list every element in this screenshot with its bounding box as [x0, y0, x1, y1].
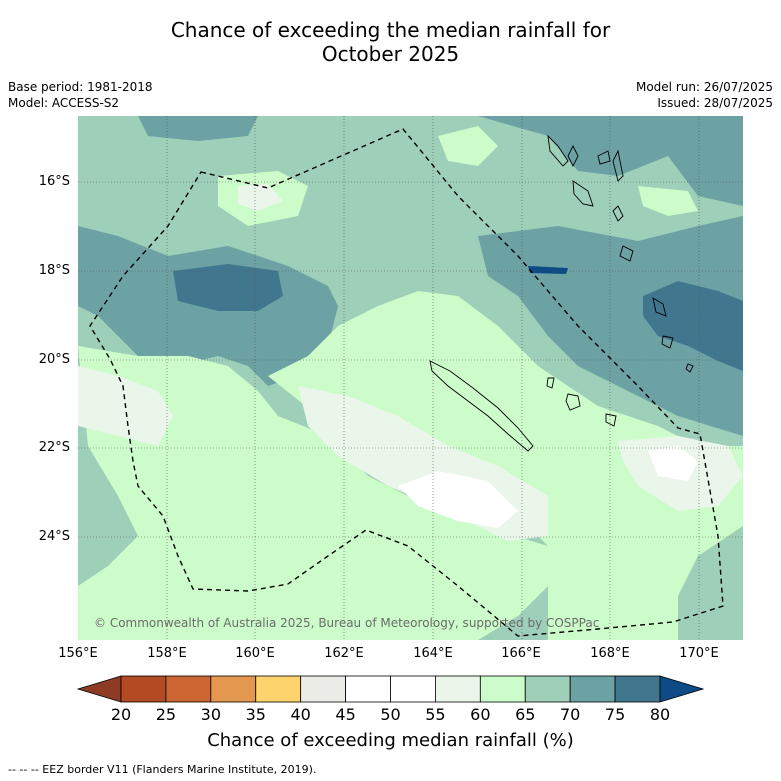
contour-60-65-north	[438, 126, 498, 166]
title-line-1: Chance of exceeding the median rainfall …	[170, 18, 611, 42]
colorbar-cell	[300, 675, 346, 703]
colorbar-tick-label: 50	[380, 705, 401, 724]
colorbar-cell	[569, 675, 616, 703]
lon-label-168e: 168°E	[590, 646, 630, 661]
colorbar-cell	[210, 675, 257, 703]
contour-60-65-northeast	[638, 186, 698, 216]
colorbar-cells	[120, 675, 661, 703]
colorbar-cell	[120, 675, 167, 703]
lon-label-160e: 160°E	[235, 646, 275, 661]
colorbar-tick-label: 25	[155, 705, 177, 724]
contour-70-75-northeast	[478, 116, 743, 206]
base-period: Base period: 1981-2018	[8, 80, 153, 94]
lat-label-16s: 16°S	[38, 174, 70, 189]
colorbar-cell	[255, 675, 302, 703]
title-line-2: October 2025	[321, 42, 460, 66]
graticule	[78, 116, 743, 640]
colorbar-tick-label: 80	[649, 705, 671, 724]
lat-label-18s: 18°S	[38, 263, 70, 278]
model-run: Model run: 26/07/2025	[635, 80, 773, 94]
contour-45-55-east	[648, 446, 698, 481]
colorbar-cell	[479, 675, 526, 703]
colorbar-label: Chance of exceeding median rainfall (%)	[207, 730, 574, 751]
colorbar	[76, 675, 705, 703]
colorbar-tick-label: 30	[200, 705, 221, 724]
colorbar-tick-label: 55	[425, 705, 446, 724]
new-caledonia-coast	[429, 360, 534, 452]
colorbar-under-arrow	[76, 675, 122, 703]
contour-45-55-centre	[398, 471, 518, 528]
lon-label-166e: 166°E	[501, 646, 541, 661]
colorbar-cell	[345, 675, 391, 703]
colorbar-cell	[524, 675, 571, 703]
copyright-notice: © Commonwealth of Australia 2025, Bureau…	[94, 616, 600, 630]
vanuatu-islands	[547, 134, 694, 373]
map-title: Chance of exceeding the median rainfall …	[0, 18, 781, 66]
map-svg	[78, 116, 743, 640]
lat-label-20s: 20°S	[38, 352, 70, 367]
colorbar-cell	[435, 675, 481, 703]
lon-label-164e: 164°E	[413, 646, 453, 661]
rainfall-map: © Commonwealth of Australia 2025, Bureau…	[78, 116, 743, 640]
lon-label-170e: 170°E	[679, 646, 719, 661]
lat-label-22s: 22°S	[38, 440, 70, 455]
colorbar-tick-label: 20	[110, 705, 132, 724]
contour-55-60-north	[238, 184, 283, 211]
colorbar-tick-label: 65	[515, 705, 536, 724]
colorbar-tick-label: 45	[335, 705, 356, 724]
contour-75-80-east	[643, 281, 743, 371]
contour-60-65-central	[78, 346, 548, 640]
eez-border	[89, 128, 724, 637]
loyalty-islands	[546, 377, 617, 427]
meta-left: Base period: 1981-2018 Model: ACCESS-S2	[8, 79, 153, 111]
colorbar-cell	[165, 675, 212, 703]
colorbar-tick-label: 70	[559, 705, 581, 724]
model-name: Model: ACCESS-S2	[8, 96, 120, 110]
colorbar-tick-label: 40	[290, 705, 311, 724]
colorbar-cell	[390, 675, 436, 703]
colorbar-over-arrow	[659, 675, 705, 703]
contour-70-75-north	[138, 116, 258, 141]
lon-label-162e: 162°E	[324, 646, 364, 661]
colorbar-tick-label: 35	[245, 705, 266, 724]
lon-label-156e: 156°E	[58, 646, 98, 661]
contour-60-65-band	[268, 291, 743, 640]
lon-label-158e: 158°E	[147, 646, 187, 661]
eez-footnote: -- -- -- EEZ border V11 (Flanders Marine…	[8, 763, 317, 776]
colorbar-tick-label: 75	[604, 705, 626, 724]
colorbar-tick-label: 60	[470, 705, 491, 724]
colorbar-cell	[614, 675, 661, 703]
meta-right: Model run: 26/07/2025 Issued: 28/07/2025	[636, 79, 773, 111]
contour-over-80-east	[528, 266, 568, 274]
lat-label-24s: 24°S	[38, 529, 70, 544]
issued-date: Issued: 28/07/2025	[657, 96, 773, 110]
contour-75-80-west	[173, 264, 283, 311]
